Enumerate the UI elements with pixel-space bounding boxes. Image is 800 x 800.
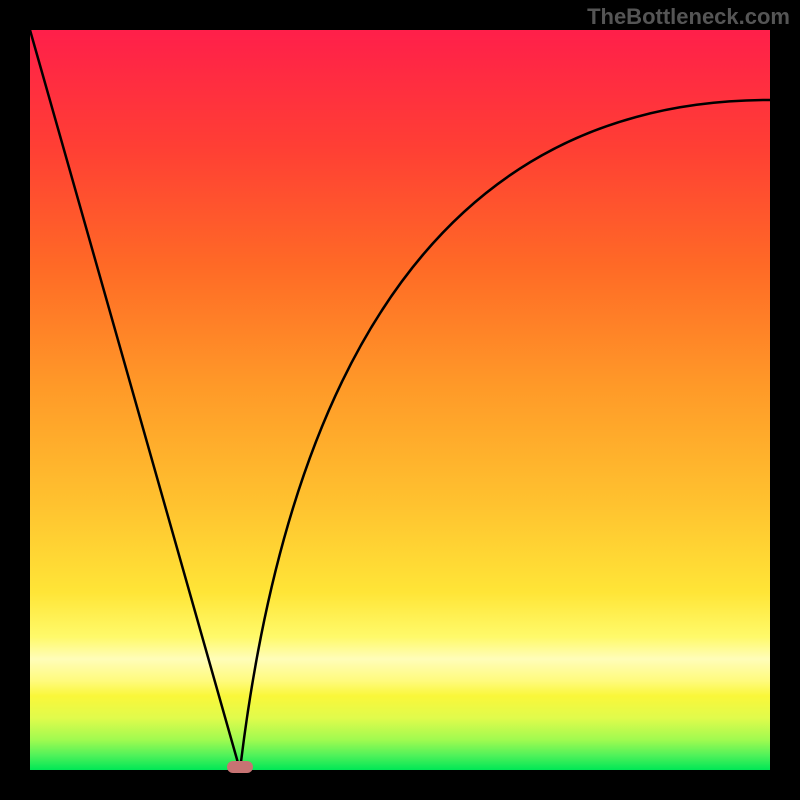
plot-area (30, 30, 770, 770)
chart-stage: TheBottleneck.com (0, 0, 800, 800)
bottleneck-curve (30, 30, 770, 770)
bottleneck-marker (227, 761, 253, 773)
watermark-label: TheBottleneck.com (587, 4, 790, 30)
